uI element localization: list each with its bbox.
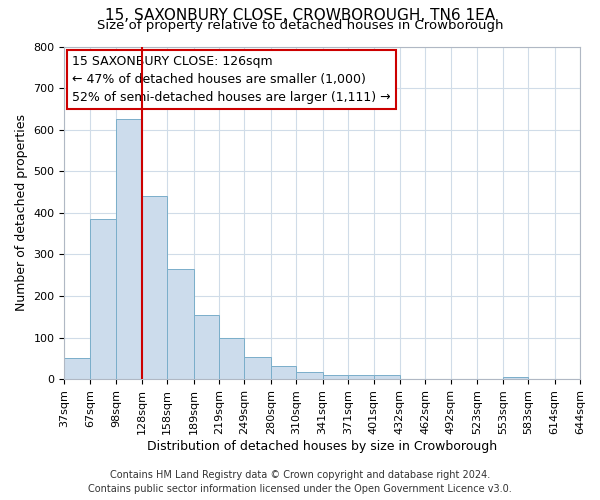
- Bar: [503, 377, 528, 379]
- Bar: [296, 372, 323, 379]
- Bar: [142, 196, 167, 379]
- Bar: [348, 375, 374, 379]
- Bar: [374, 374, 400, 379]
- Bar: [116, 120, 142, 379]
- Text: 15, SAXONBURY CLOSE, CROWBOROUGH, TN6 1EA: 15, SAXONBURY CLOSE, CROWBOROUGH, TN6 1E…: [105, 8, 495, 22]
- Bar: [219, 338, 244, 379]
- Bar: [323, 374, 348, 379]
- Y-axis label: Number of detached properties: Number of detached properties: [15, 114, 28, 312]
- Text: Size of property relative to detached houses in Crowborough: Size of property relative to detached ho…: [97, 18, 503, 32]
- X-axis label: Distribution of detached houses by size in Crowborough: Distribution of detached houses by size …: [147, 440, 497, 452]
- Bar: [167, 269, 194, 379]
- Bar: [244, 358, 271, 379]
- Text: 15 SAXONBURY CLOSE: 126sqm
← 47% of detached houses are smaller (1,000)
52% of s: 15 SAXONBURY CLOSE: 126sqm ← 47% of deta…: [72, 55, 391, 104]
- Bar: [90, 219, 116, 379]
- Bar: [64, 358, 90, 379]
- Bar: [194, 314, 219, 379]
- Bar: [271, 366, 296, 379]
- Text: Contains HM Land Registry data © Crown copyright and database right 2024.
Contai: Contains HM Land Registry data © Crown c…: [88, 470, 512, 494]
